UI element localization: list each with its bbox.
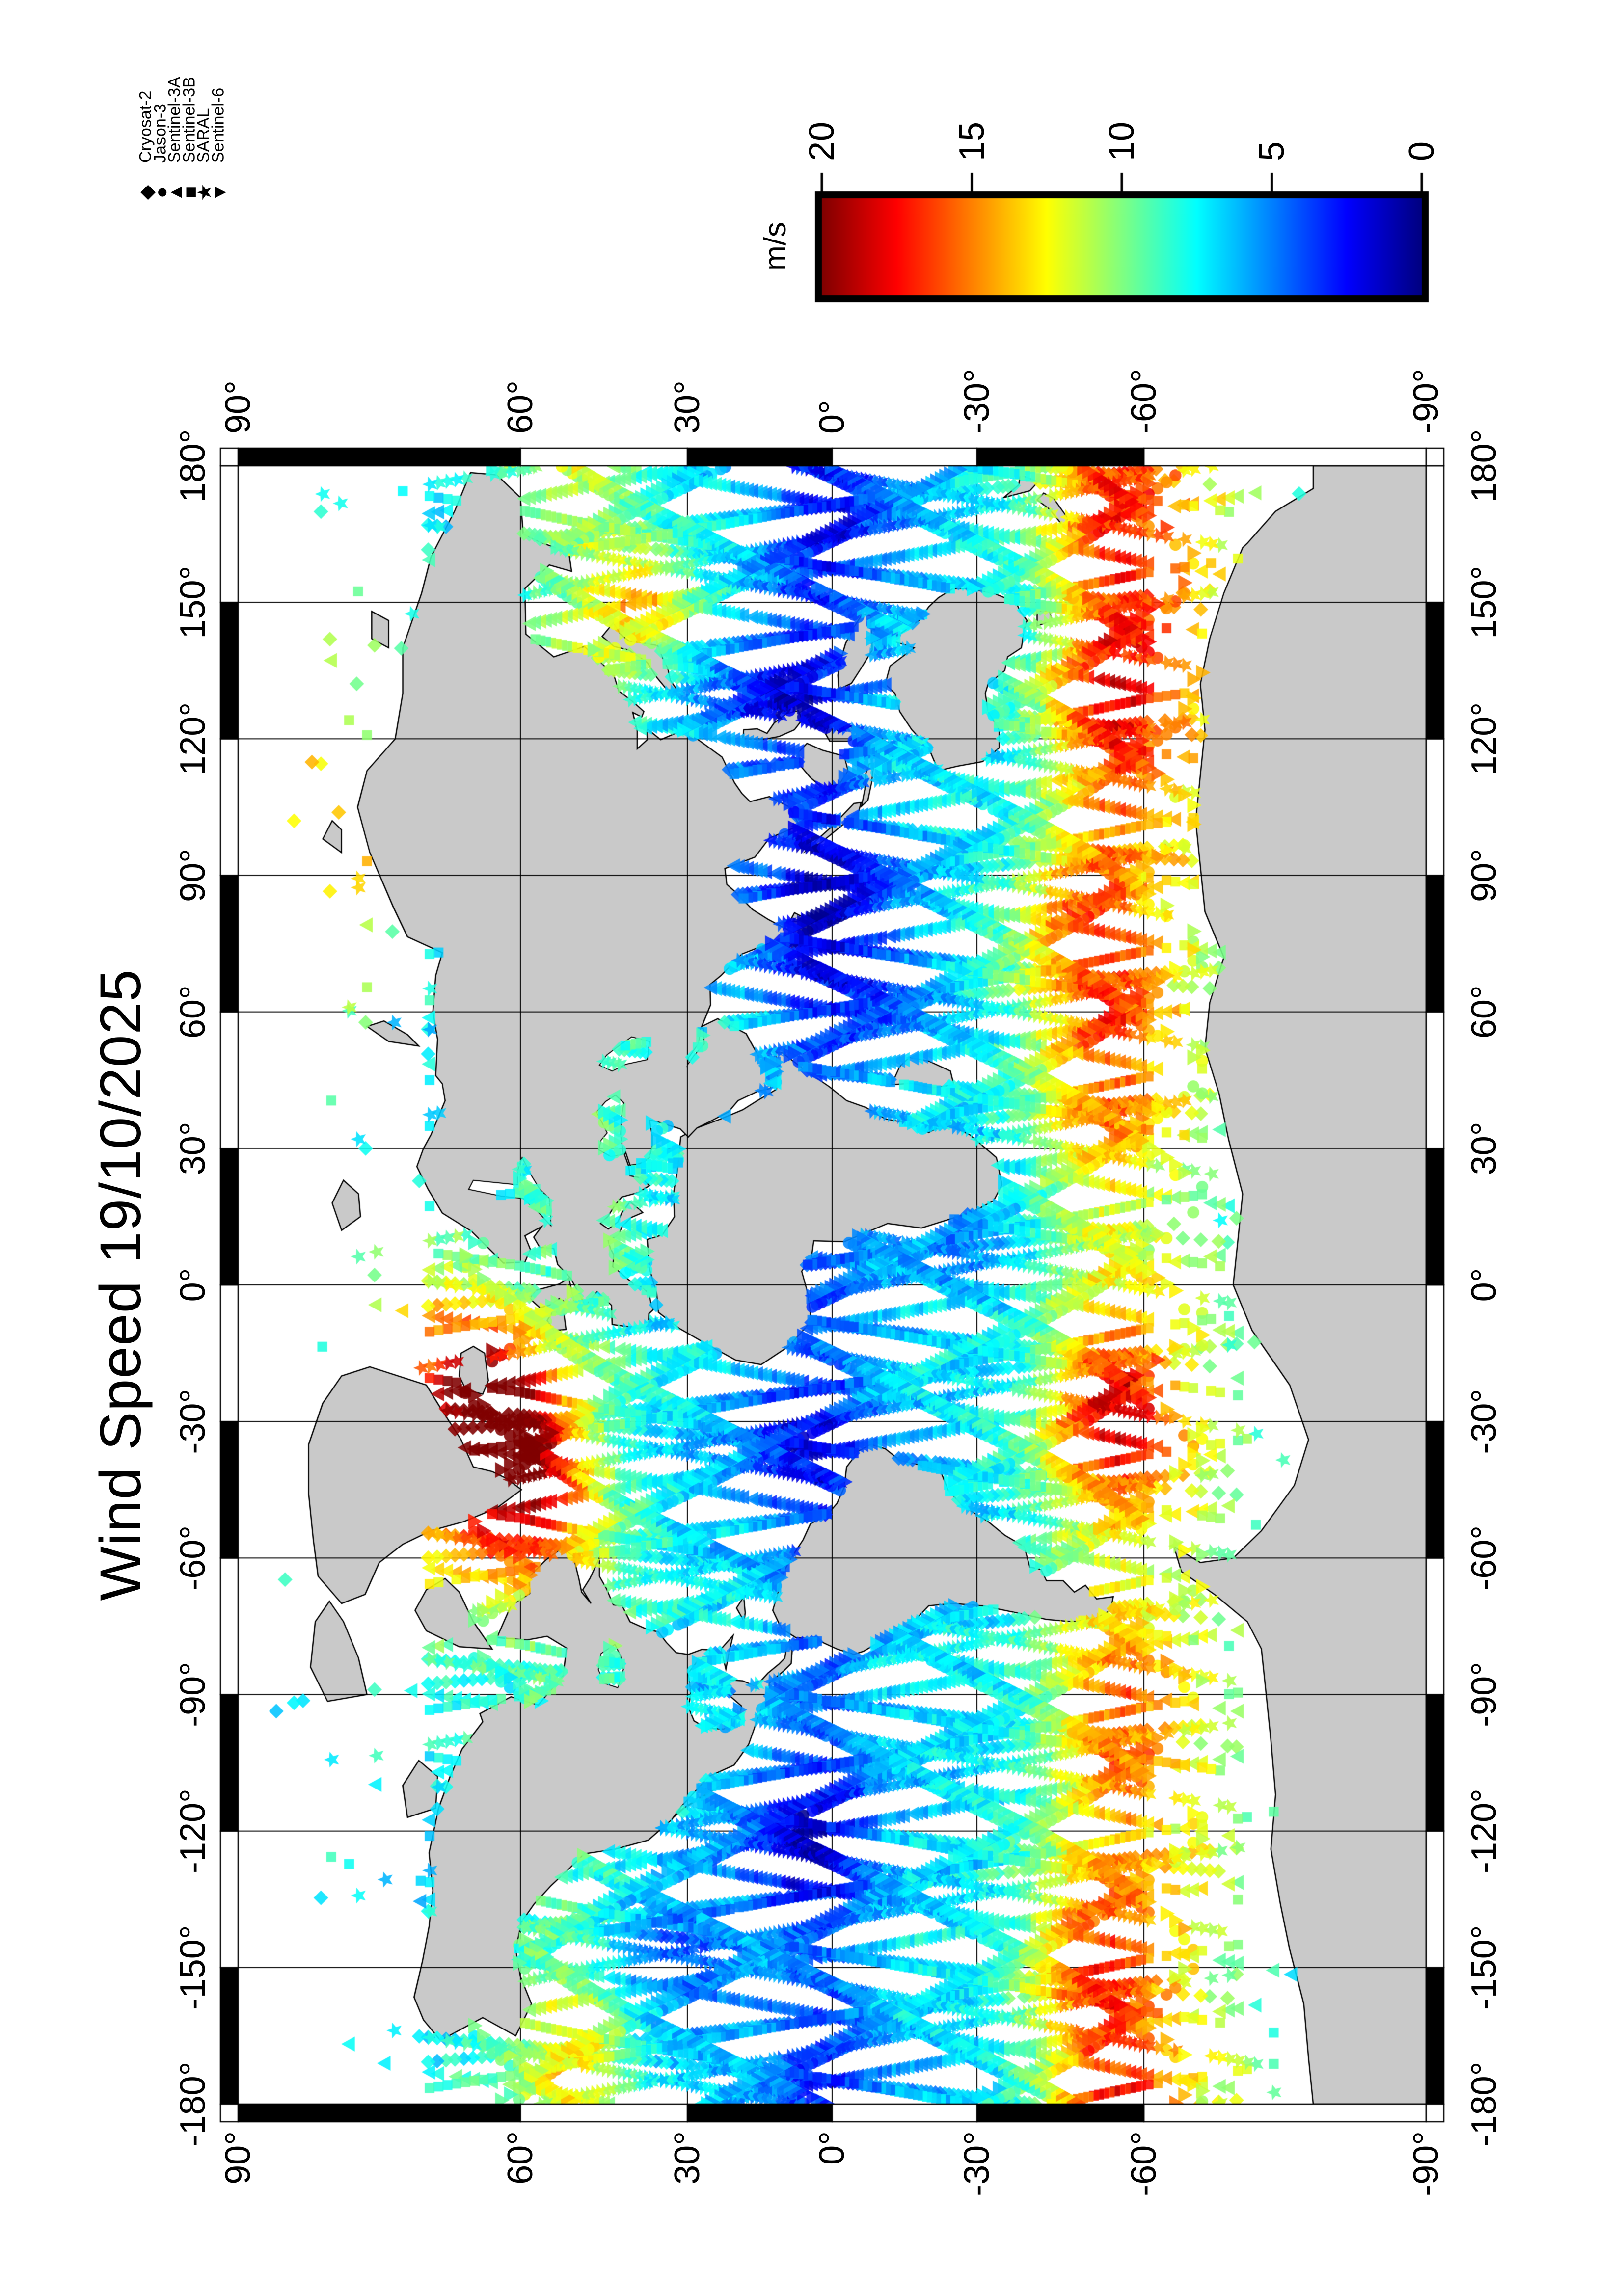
lat-label-right-30: 30° xyxy=(668,380,707,434)
lon-label-bottom--150: -150° xyxy=(1464,1925,1504,2010)
colorbar-tick-10: 10 xyxy=(1102,121,1141,161)
lat-label-right-60: 60° xyxy=(501,380,540,434)
lat-label-right--60: -60° xyxy=(1124,369,1163,434)
plot-title: Wind Speed 19/10/2025 xyxy=(88,969,153,1601)
lat-label-left--90: -90° xyxy=(1407,2131,1446,2196)
colorbar-tick-20: 20 xyxy=(802,121,841,161)
lon-label-bottom-150: 150° xyxy=(1464,565,1504,639)
lon-label-bottom--60: -60° xyxy=(1464,1525,1504,1591)
lon-label-top-30: 30° xyxy=(173,1121,213,1175)
lat-label-right-90: 90° xyxy=(218,380,258,434)
lon-label-top-150: 150° xyxy=(173,565,213,639)
triangle-down-icon: ▼ xyxy=(209,183,230,202)
lat-label-right--30: -30° xyxy=(957,369,997,434)
lon-label-bottom-0: 0° xyxy=(1464,1268,1504,1302)
colorbar-tick-0: 0 xyxy=(1402,141,1441,161)
lon-label-top--120: -120° xyxy=(173,1789,213,1874)
lon-label-top-120: 120° xyxy=(173,702,213,775)
lon-label-top-0: 0° xyxy=(173,1268,213,1302)
lat-label-left-60: 60° xyxy=(501,2131,540,2185)
lat-label-left--60: -60° xyxy=(1124,2131,1163,2196)
lon-label-bottom--180: -180° xyxy=(1464,2061,1504,2147)
lat-label-right--90: -90° xyxy=(1407,369,1446,434)
lon-label-bottom-120: 120° xyxy=(1464,702,1504,775)
lon-label-bottom--90: -90° xyxy=(1464,1662,1504,1727)
lon-label-bottom-30: 30° xyxy=(1464,1121,1504,1175)
lon-label-bottom-180: 180° xyxy=(1464,429,1504,503)
lon-label-top-90: 90° xyxy=(173,849,213,902)
lon-label-top--150: -150° xyxy=(173,1925,213,2010)
lon-label-top--30: -30° xyxy=(173,1388,213,1454)
lon-label-top--60: -60° xyxy=(173,1525,213,1591)
lon-label-bottom--30: -30° xyxy=(1464,1388,1504,1454)
lon-label-top--90: -90° xyxy=(173,1662,213,1727)
lon-label-top-60: 60° xyxy=(173,985,213,1039)
lat-label-left--30: -30° xyxy=(957,2131,997,2196)
lat-label-right-0: 0° xyxy=(812,400,852,434)
lat-label-left-30: 30° xyxy=(668,2131,707,2185)
lon-label-bottom-90: 90° xyxy=(1464,849,1504,902)
colorbar-tick-5: 5 xyxy=(1252,141,1292,161)
colorbar-unit-label: m/s xyxy=(758,222,792,271)
legend-label: Sentinel-6 xyxy=(209,87,228,163)
lat-label-left-0: 0° xyxy=(812,2131,852,2165)
lon-label-bottom--120: -120° xyxy=(1464,1789,1504,1874)
lon-label-bottom-60: 60° xyxy=(1464,985,1504,1039)
colorbar-tick-15: 15 xyxy=(952,121,992,161)
lat-label-left-90: 90° xyxy=(218,2131,258,2185)
lon-label-top-180: 180° xyxy=(173,429,213,503)
lon-label-top--180: -180° xyxy=(173,2061,213,2147)
